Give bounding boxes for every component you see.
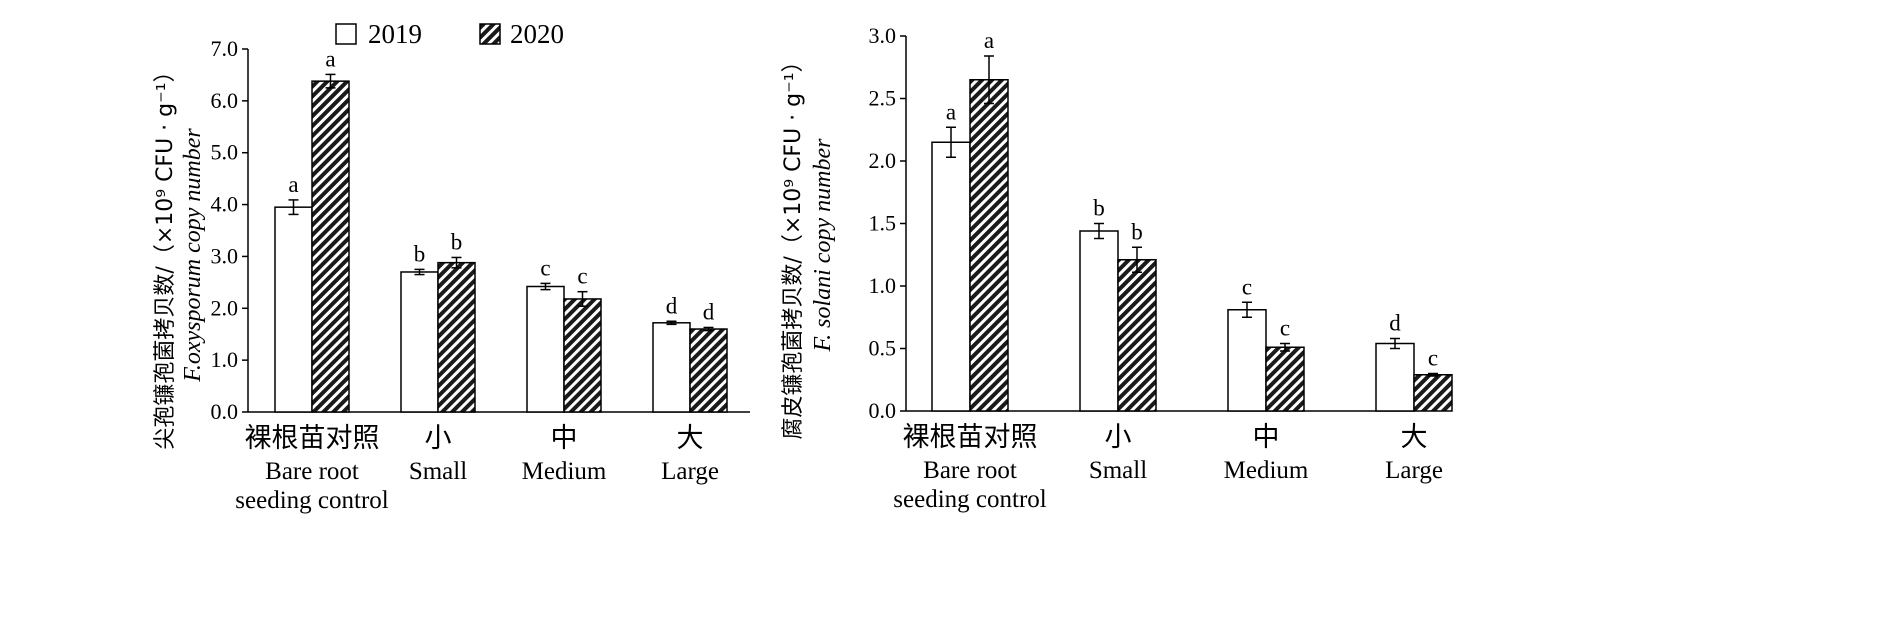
- bar-2019-3: [1375, 342, 1415, 412]
- significance-letter: b: [1131, 219, 1143, 244]
- bar-2020-1: [1117, 259, 1157, 412]
- x-category-label-en: Small: [409, 458, 467, 485]
- significance-letter: b: [451, 229, 463, 254]
- x-category-label-en: Large: [1385, 457, 1443, 484]
- significance-letter: c: [540, 255, 550, 280]
- y-tick-label: 1.0: [211, 347, 239, 372]
- x-category-label-en: seeding control: [893, 486, 1046, 513]
- x-category-label-en: seeding control: [235, 487, 388, 514]
- x-category-label-en: Large: [661, 458, 719, 485]
- y-axis-title-en: F.oxysporum copy number: [180, 128, 206, 383]
- legend: 2019 2020: [335, 19, 564, 49]
- bar-2020-1: [437, 261, 476, 413]
- bar-2019-1: [1079, 230, 1119, 412]
- bar-2019-0: [274, 206, 313, 413]
- y-tick-label: 7.0: [211, 36, 239, 61]
- significance-letter: c: [1280, 316, 1290, 341]
- y-axis-title-cn: 腐皮镰孢菌拷贝数/（×10⁹ CFU · g⁻¹）: [781, 50, 806, 439]
- legend-item-2019: 2019: [335, 19, 422, 49]
- significance-letter: c: [577, 264, 587, 289]
- chart-fusarium-oxysporum: 0.0 1.0 2.0 3.0 4.0 5.0 6.0 7.0 尖孢镰孢菌拷贝数/（×10⁹ C…: [153, 36, 750, 514]
- x-category-label-cn: 裸根苗对照: [245, 423, 380, 454]
- legend-label-2020: 2020: [510, 19, 564, 49]
- chart-fusarium-solani: 0.0 0.5 1.0 1.5 2.0 2.5 3.0 腐皮镰孢菌拷贝数/（×10⁹ CFU …: [781, 23, 1453, 513]
- legend-swatch-2019: [335, 23, 357, 45]
- x-category-label-cn: 裸根苗对照: [903, 422, 1038, 453]
- bar-2020-3: [1413, 374, 1453, 412]
- significance-letter: b: [1093, 196, 1105, 221]
- y-tick-label: 1.5: [869, 211, 897, 236]
- x-category-label-en: Bare root: [923, 457, 1017, 484]
- bar-2019-2: [1227, 309, 1267, 412]
- significance-letter: a: [288, 172, 298, 197]
- legend-label-2019: 2019: [368, 19, 422, 49]
- bar-2019-1: [400, 271, 439, 413]
- x-category-label-en: Medium: [1224, 457, 1309, 484]
- x-category-label-cn: 中: [551, 423, 578, 454]
- significance-letter: a: [946, 99, 956, 124]
- x-category-label-cn: 中: [1253, 422, 1280, 453]
- significance-letter: d: [703, 299, 715, 324]
- legend-item-2020: 2020: [479, 19, 564, 49]
- y-tick-label: 1.0: [869, 273, 897, 298]
- y-tick-label: 6.0: [211, 88, 239, 113]
- significance-letter: c: [1428, 346, 1438, 371]
- y-axis-title-cn: 尖孢镰孢菌拷贝数/（×10⁹ CFU · g⁻¹）: [153, 60, 178, 449]
- y-tick-label: 2.0: [211, 295, 239, 320]
- x-category-label-en: Medium: [522, 458, 607, 485]
- significance-letter: d: [1389, 311, 1401, 336]
- x-category-label-cn: 小: [425, 423, 452, 454]
- x-category-label-en: Bare root: [265, 458, 359, 485]
- bar-2019-2: [526, 285, 565, 413]
- significance-letter: c: [1242, 274, 1252, 299]
- significance-letter: b: [414, 241, 426, 266]
- y-axis-title-en: F. solani copy number: [810, 138, 836, 353]
- legend-swatch-2020: [479, 23, 501, 45]
- bar-2020-0: [969, 79, 1009, 412]
- significance-letter: a: [984, 28, 994, 53]
- y-tick-label: 5.0: [211, 140, 239, 165]
- bar-2020-0: [311, 80, 350, 413]
- y-tick-label: 3.0: [869, 23, 897, 48]
- y-tick-label: 3.0: [211, 243, 239, 268]
- x-category-label-en: Small: [1089, 457, 1147, 484]
- y-tick-label: 0.0: [211, 399, 239, 424]
- x-category-label-cn: 大: [1401, 422, 1428, 453]
- bar-2019-0: [931, 141, 971, 412]
- y-tick-label: 2.0: [869, 148, 897, 173]
- y-tick-label: 4.0: [211, 192, 239, 217]
- bar-2020-3: [689, 328, 728, 413]
- x-category-label-cn: 小: [1105, 422, 1132, 453]
- y-tick-label: 0.0: [869, 398, 897, 423]
- y-tick-label: 0.5: [869, 336, 897, 361]
- bar-2020-2: [1265, 346, 1305, 412]
- significance-letter: a: [325, 46, 335, 71]
- x-category-label-cn: 大: [677, 423, 704, 454]
- bar-2019-3: [652, 322, 691, 413]
- significance-letter: d: [666, 293, 678, 318]
- y-tick-label: 2.5: [869, 86, 897, 111]
- bar-2020-2: [563, 298, 602, 413]
